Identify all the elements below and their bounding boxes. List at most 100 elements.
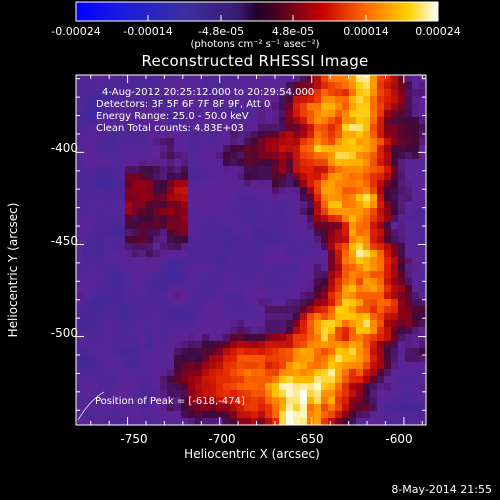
image-pixel bbox=[412, 82, 420, 90]
image-pixel bbox=[251, 96, 259, 104]
image-pixel bbox=[377, 173, 385, 181]
image-pixel bbox=[328, 215, 336, 223]
image-pixel bbox=[286, 145, 294, 153]
image-pixel bbox=[104, 159, 112, 167]
colorbar bbox=[75, 1, 439, 22]
image-pixel bbox=[111, 89, 119, 97]
image-pixel bbox=[209, 299, 217, 307]
image-pixel bbox=[76, 194, 84, 202]
image-pixel bbox=[356, 222, 364, 230]
image-pixel bbox=[258, 341, 266, 349]
image-pixel bbox=[328, 306, 336, 314]
image-pixel bbox=[335, 208, 343, 216]
image-pixel bbox=[188, 103, 196, 111]
image-pixel bbox=[146, 362, 154, 370]
image-pixel bbox=[237, 194, 245, 202]
image-pixel bbox=[307, 89, 315, 97]
image-pixel bbox=[384, 222, 392, 230]
image-pixel bbox=[391, 306, 399, 314]
image-pixel bbox=[202, 250, 210, 258]
image-pixel bbox=[293, 341, 301, 349]
image-pixel bbox=[83, 327, 91, 335]
image-pixel bbox=[90, 334, 98, 342]
image-pixel bbox=[118, 285, 126, 293]
image-pixel bbox=[391, 131, 399, 139]
image-pixel bbox=[209, 89, 217, 97]
image-pixel bbox=[188, 222, 196, 230]
image-pixel bbox=[328, 320, 336, 328]
image-pixel bbox=[356, 397, 364, 405]
image-pixel bbox=[398, 145, 406, 153]
image-pixel bbox=[412, 285, 420, 293]
image-pixel bbox=[97, 208, 105, 216]
image-pixel bbox=[321, 152, 329, 160]
image-pixel bbox=[174, 229, 182, 237]
image-pixel bbox=[195, 222, 203, 230]
image-pixel bbox=[377, 103, 385, 111]
image-pixel bbox=[384, 320, 392, 328]
image-pixel bbox=[83, 229, 91, 237]
image-pixel bbox=[419, 390, 427, 398]
image-pixel bbox=[384, 159, 392, 167]
image-pixel bbox=[174, 341, 182, 349]
image-pixel bbox=[125, 103, 133, 111]
image-pixel bbox=[104, 278, 112, 286]
image-pixel bbox=[314, 383, 322, 391]
image-pixel bbox=[300, 362, 308, 370]
image-pixel bbox=[97, 82, 105, 90]
image-pixel bbox=[405, 257, 413, 265]
image-pixel bbox=[286, 103, 294, 111]
image-pixel bbox=[328, 390, 336, 398]
image-pixel bbox=[265, 250, 273, 258]
image-pixel bbox=[118, 180, 126, 188]
image-pixel bbox=[377, 117, 385, 125]
image-pixel bbox=[384, 390, 392, 398]
image-pixel bbox=[223, 397, 231, 405]
image-pixel bbox=[293, 299, 301, 307]
image-pixel bbox=[181, 285, 189, 293]
image-pixel bbox=[279, 313, 287, 321]
image-pixel bbox=[328, 89, 336, 97]
image-pixel bbox=[188, 383, 196, 391]
image-pixel bbox=[405, 173, 413, 181]
image-pixel bbox=[167, 369, 175, 377]
image-pixel bbox=[216, 96, 224, 104]
image-pixel bbox=[293, 334, 301, 342]
image-pixel bbox=[244, 306, 252, 314]
image-pixel bbox=[83, 341, 91, 349]
image-pixel bbox=[405, 299, 413, 307]
image-pixel bbox=[356, 418, 364, 426]
image-pixel bbox=[279, 404, 287, 412]
image-pixel bbox=[279, 82, 287, 90]
image-pixel bbox=[104, 369, 112, 377]
image-pixel bbox=[230, 299, 238, 307]
image-pixel bbox=[195, 271, 203, 279]
image-pixel bbox=[244, 131, 252, 139]
image-pixel bbox=[335, 376, 343, 384]
image-pixel bbox=[251, 264, 259, 272]
image-pixel bbox=[300, 341, 308, 349]
image-pixel bbox=[174, 285, 182, 293]
image-pixel bbox=[272, 334, 280, 342]
image-pixel bbox=[251, 418, 259, 426]
image-pixel bbox=[258, 145, 266, 153]
image-pixel bbox=[244, 82, 252, 90]
image-pixel bbox=[174, 75, 182, 83]
image-pixel bbox=[377, 299, 385, 307]
image-pixel bbox=[181, 208, 189, 216]
image-pixel bbox=[146, 418, 154, 426]
image-pixel bbox=[202, 236, 210, 244]
image-pixel bbox=[146, 222, 154, 230]
axis-ticks bbox=[76, 75, 426, 425]
image-pixel bbox=[195, 404, 203, 412]
image-pixel bbox=[125, 355, 133, 363]
image-pixel bbox=[272, 236, 280, 244]
image-pixel bbox=[118, 341, 126, 349]
image-pixel bbox=[363, 355, 371, 363]
image-pixel bbox=[202, 138, 210, 146]
image-pixel bbox=[160, 75, 168, 83]
image-pixel bbox=[349, 313, 357, 321]
colorbar-ticks bbox=[75, 15, 439, 21]
image-pixel bbox=[160, 194, 168, 202]
image-pixel bbox=[321, 327, 329, 335]
